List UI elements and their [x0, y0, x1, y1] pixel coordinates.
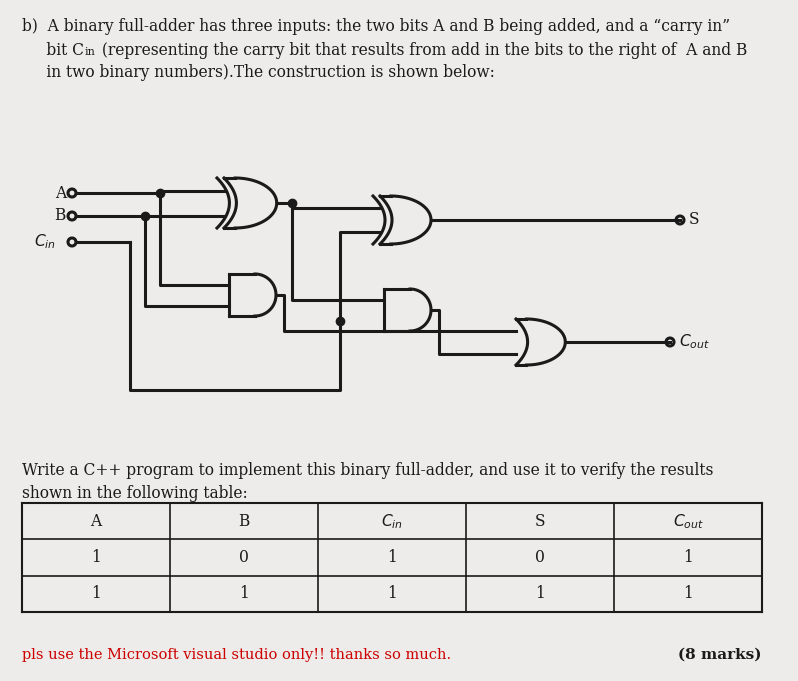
Text: B: B: [239, 513, 250, 530]
Text: $C_{in}$: $C_{in}$: [34, 233, 56, 251]
Text: bit C: bit C: [22, 42, 84, 59]
Text: b)  A binary full-adder has three inputs: the two bits A and B being added, and : b) A binary full-adder has three inputs:…: [22, 18, 730, 35]
Text: 1: 1: [239, 586, 249, 602]
Text: shown in the following table:: shown in the following table:: [22, 485, 247, 502]
Text: S: S: [535, 513, 545, 530]
Text: 1: 1: [387, 549, 397, 566]
Text: 1: 1: [387, 586, 397, 602]
Text: in: in: [85, 47, 96, 57]
Text: 1: 1: [535, 586, 545, 602]
Text: A: A: [90, 513, 101, 530]
Text: S: S: [689, 212, 700, 229]
Text: $C_{in}$: $C_{in}$: [381, 512, 403, 530]
Text: (8 marks): (8 marks): [678, 648, 762, 662]
Text: pls use the Microsoft visual studio only!! thanks so much.: pls use the Microsoft visual studio only…: [22, 648, 451, 662]
Text: B: B: [54, 208, 66, 225]
Text: in two binary numbers).The construction is shown below:: in two binary numbers).The construction …: [22, 64, 495, 81]
Text: Write a C++ program to implement this binary full-adder, and use it to verify th: Write a C++ program to implement this bi…: [22, 462, 713, 479]
Text: $C_{out}$: $C_{out}$: [679, 332, 710, 351]
Text: (representing the carry bit that results from add in the bits to the right of  A: (representing the carry bit that results…: [97, 42, 748, 59]
Text: 1: 1: [683, 549, 693, 566]
Text: 1: 1: [91, 549, 101, 566]
Text: 0: 0: [239, 549, 249, 566]
Text: 0: 0: [535, 549, 545, 566]
Text: 1: 1: [91, 586, 101, 602]
Text: 1: 1: [683, 586, 693, 602]
Text: $C_{out}$: $C_{out}$: [673, 512, 704, 530]
Text: A: A: [55, 185, 66, 202]
